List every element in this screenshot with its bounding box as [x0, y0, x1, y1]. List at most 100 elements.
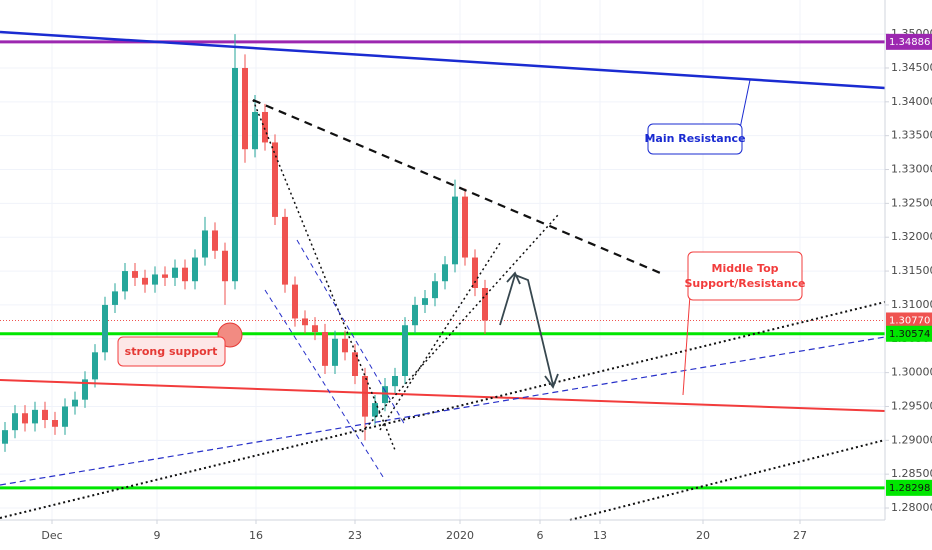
candles: [2, 34, 488, 452]
candle-body: [352, 352, 358, 377]
x-tick-label: 2020: [446, 529, 474, 542]
callouts: Main Resistance Middle Top Support/Resis…: [117, 123, 806, 367]
candle-body: [102, 304, 108, 353]
candle-body: [32, 409, 38, 424]
y-tick-label: 1.28500: [891, 467, 932, 480]
candle-body: [432, 281, 438, 299]
annotation: Main Resistance: [644, 132, 745, 145]
y-tick-label: 1.33000: [891, 163, 932, 176]
candle-body: [272, 142, 278, 217]
price-label: 1.30770: [889, 315, 930, 326]
candle-body: [312, 325, 318, 332]
arrow-head: [506, 271, 521, 285]
y-tick-label: 1.34500: [891, 61, 932, 74]
x-tick-label: 9: [154, 529, 161, 542]
trend-dotted: [0, 301, 886, 519]
candle-body: [322, 331, 328, 366]
channel-dashed: [264, 289, 386, 481]
annotation: Middle Top: [712, 262, 779, 275]
wedge-top: [252, 98, 666, 277]
callout-pointer: [682, 294, 691, 396]
candle-body: [152, 274, 158, 285]
candle-body: [52, 420, 58, 427]
callout-box: [117, 336, 226, 367]
candle-body: [122, 271, 128, 292]
price-label-bg: [886, 33, 932, 50]
callout-box: [687, 251, 803, 301]
price-label: 1.30574: [889, 329, 930, 340]
candle-body: [362, 376, 368, 417]
price-label-bg: [886, 325, 932, 342]
candle-body: [232, 67, 238, 282]
trend-dotted: [569, 439, 886, 521]
y-tick-label: 1.31500: [891, 264, 932, 277]
candle-body: [182, 267, 188, 282]
candle-body: [242, 67, 248, 150]
candle-body: [292, 284, 298, 319]
candle-body: [372, 403, 378, 417]
y-tick-label: 1.29000: [891, 433, 932, 446]
candle-body: [342, 338, 348, 353]
trend-dotted: [379, 242, 501, 431]
price-label-bg: [886, 312, 932, 329]
candle-body: [2, 430, 8, 444]
support-line: [0, 379, 886, 412]
candle-body: [72, 399, 78, 407]
candle-body: [172, 267, 178, 278]
candle-body: [142, 277, 148, 285]
candle-body: [42, 409, 48, 421]
x-tick-label: 20: [696, 529, 710, 542]
x-tick-label: 6: [537, 529, 544, 542]
axes: 1.28000 1.28500 1.29000 1.29500 1.30000 1.305…: [41, 27, 932, 542]
candle-body: [82, 379, 88, 400]
x-tick-label: 27: [793, 529, 807, 542]
callout-box: [647, 123, 743, 155]
x-tick-label: Dec: [41, 529, 62, 542]
y-tick-label: 1.33500: [891, 129, 932, 142]
candle-body: [162, 274, 168, 278]
candle-body: [202, 230, 208, 258]
annotation: strong support: [125, 345, 218, 358]
candle-body: [442, 264, 448, 282]
candle-body: [412, 304, 418, 326]
y-tick-label: 1.32000: [891, 230, 932, 243]
price-label-bg: [886, 479, 932, 496]
drawings: [0, 30, 886, 521]
candle-body: [282, 216, 288, 285]
price-label: 1.28298: [889, 483, 930, 494]
candle-body: [222, 250, 228, 282]
projection-arrow: [499, 273, 554, 386]
arrow-head: [544, 373, 559, 389]
candle-body: [262, 111, 268, 143]
candle-body: [112, 291, 118, 305]
main-resistance-line: [0, 30, 886, 90]
candle-body: [402, 325, 408, 377]
y-tick-label: 1.34000: [891, 95, 932, 108]
candle-body: [92, 352, 98, 380]
candle-body: [12, 413, 18, 431]
y-tick-label: 1.30000: [891, 366, 932, 379]
price-label: 1.34886: [889, 37, 930, 48]
trend-dotted: [361, 214, 559, 433]
candle-body: [382, 386, 388, 404]
x-tick-label: 23: [348, 529, 362, 542]
candle-body: [392, 376, 398, 387]
candle-body: [452, 196, 458, 265]
candle-body: [482, 287, 488, 321]
candle-body: [132, 271, 138, 278]
y-tick-label: 1.31000: [891, 298, 932, 311]
candle-body: [462, 196, 468, 258]
candle-body: [22, 413, 28, 424]
candle-body: [62, 406, 68, 427]
candle-body: [302, 318, 308, 326]
annotation: Support/Resistance: [684, 277, 805, 290]
y-tick-label: 1.29500: [891, 399, 932, 412]
x-tick-label: 13: [593, 529, 607, 542]
y-tick-label: 1.32500: [891, 196, 932, 209]
x-tick-label: 16: [249, 529, 263, 542]
candle-body: [192, 257, 198, 282]
y-tick-label: 1.28000: [891, 501, 932, 514]
candle-body: [422, 298, 428, 305]
